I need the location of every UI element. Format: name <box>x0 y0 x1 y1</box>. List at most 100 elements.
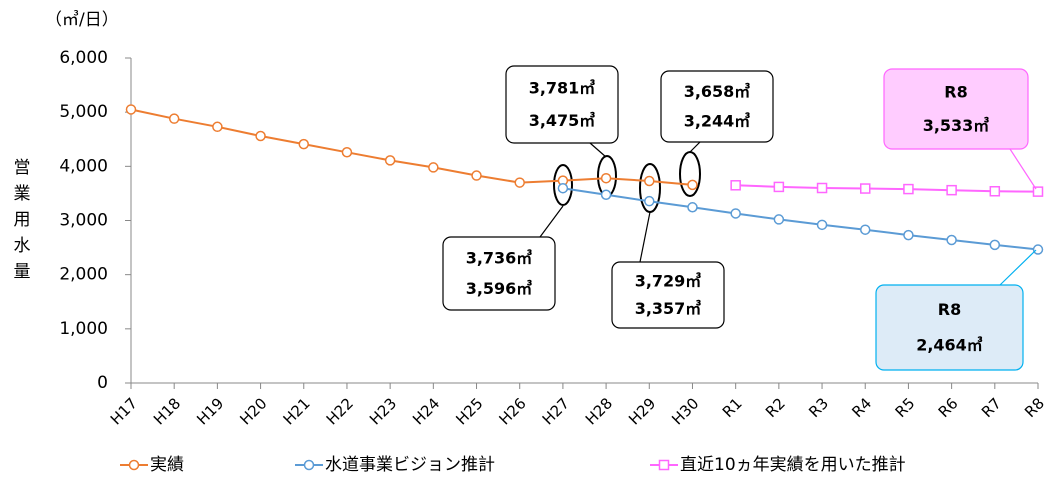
x-tick-label: H24 <box>409 394 443 428</box>
legend-label: 実績 <box>150 455 184 475</box>
callout-text: 2,464㎥ <box>916 336 983 355</box>
series-line <box>562 187 1039 251</box>
point <box>816 182 828 194</box>
point <box>946 184 957 196</box>
callout-text: 3,781㎥ <box>529 79 596 98</box>
callout-text: 3,729㎥ <box>635 271 702 290</box>
y-axis-label: 量 <box>14 262 31 282</box>
callout-box <box>505 65 619 144</box>
point <box>859 224 871 235</box>
x-tick-label: H21 <box>280 394 314 428</box>
legend-label: 直近10ヵ年実績を用いた推計 <box>680 455 906 475</box>
callout-box <box>611 261 725 329</box>
callout-text: 3,533㎥ <box>923 116 990 135</box>
unit-label: （㎥/日） <box>45 10 119 30</box>
x-tick-label: H19 <box>193 394 227 428</box>
point <box>557 182 569 194</box>
callout-box <box>883 68 1029 150</box>
x-tick-label: R7 <box>978 394 1005 421</box>
point <box>644 195 655 207</box>
point <box>687 202 698 213</box>
point <box>773 214 785 225</box>
callout-box <box>875 284 1024 371</box>
callout: 3,658㎥ 3,244㎥ <box>660 70 774 153</box>
x-tick-label: H17 <box>107 394 141 428</box>
x-tick-label: H30 <box>668 394 702 428</box>
point <box>600 172 612 184</box>
x-tick-label: H22 <box>323 394 357 428</box>
y-axis-label: 用 <box>14 210 31 230</box>
point <box>730 180 741 191</box>
x-tick-label: H29 <box>625 394 659 428</box>
point <box>168 113 180 124</box>
point <box>514 177 525 188</box>
point <box>989 239 1001 251</box>
y-tick-label: 1,000 <box>59 319 108 339</box>
point <box>989 186 1001 197</box>
point <box>341 147 353 158</box>
callout-text: 3,736㎥ <box>466 248 533 267</box>
series-line <box>130 108 693 186</box>
callout-box <box>442 236 556 311</box>
y-tick-label: 2,000 <box>59 265 108 285</box>
point <box>903 183 914 195</box>
point <box>255 130 266 142</box>
callout-text: 3,475㎥ <box>529 111 596 130</box>
callout-pointer <box>999 249 1037 286</box>
point <box>428 162 439 173</box>
callout: R8 2,464㎥ <box>875 249 1037 371</box>
legend-marker <box>303 459 315 471</box>
highlight-ellipse <box>553 164 573 206</box>
legend-marker <box>128 459 140 471</box>
y-axis-label: 業 <box>14 184 31 204</box>
x-tick-label: R1 <box>719 394 746 421</box>
callout-text: 3,244㎥ <box>684 112 751 131</box>
x-tick-label: H18 <box>150 394 184 428</box>
x-tick-label: H20 <box>236 394 270 428</box>
callout: 3,781㎥ 3,475㎥ <box>505 65 619 158</box>
y-tick-label: 0 <box>97 373 108 393</box>
x-tick-label: R2 <box>762 394 789 421</box>
callout-pointer <box>589 142 607 158</box>
callout-text: 3,596㎥ <box>466 279 533 298</box>
x-tick-label: H27 <box>539 394 573 428</box>
point <box>212 121 223 133</box>
x-tick-label: R8 <box>1021 394 1048 421</box>
point <box>687 179 698 191</box>
callout: 3,729㎥ 3,357㎥ <box>611 211 725 329</box>
point <box>816 219 828 231</box>
x-tick-label: H25 <box>452 394 486 428</box>
x-tick-label: R5 <box>892 394 919 421</box>
series <box>125 104 698 191</box>
callout-text: 3,357㎥ <box>635 299 702 318</box>
series <box>557 182 1044 255</box>
point <box>946 234 957 246</box>
callout-text: 3,658㎥ <box>684 82 751 101</box>
series-line <box>735 184 1039 193</box>
y-tick-label: 6,000 <box>59 48 108 68</box>
x-tick-label: R4 <box>848 394 875 421</box>
y-axis-label: 営 <box>14 158 31 178</box>
point <box>125 104 137 115</box>
x-tick-label: R3 <box>805 394 832 421</box>
x-tick-label: H23 <box>366 394 400 428</box>
x-tick-label: H26 <box>496 394 530 428</box>
point <box>600 189 612 201</box>
callout-pointer <box>539 205 564 238</box>
callout: 3,736㎥ 3,596㎥ <box>442 205 564 311</box>
legend-item: 直近10ヵ年実績を用いた推計 <box>650 455 906 475</box>
x-tick-label: R6 <box>935 394 962 421</box>
legend-marker <box>658 459 670 471</box>
callout-pointer <box>1009 148 1037 190</box>
point <box>298 138 310 150</box>
point <box>730 208 741 219</box>
y-tick-label: 3,000 <box>59 211 108 231</box>
point <box>384 155 396 166</box>
callout: R8 3,533㎥ <box>883 68 1037 190</box>
callout-text: R8 <box>938 300 961 319</box>
y-tick-label: 5,000 <box>59 102 108 122</box>
callout-text: R8 <box>944 83 967 102</box>
y-tick-label: 4,000 <box>59 156 108 176</box>
x-tick-label: H28 <box>582 394 616 428</box>
